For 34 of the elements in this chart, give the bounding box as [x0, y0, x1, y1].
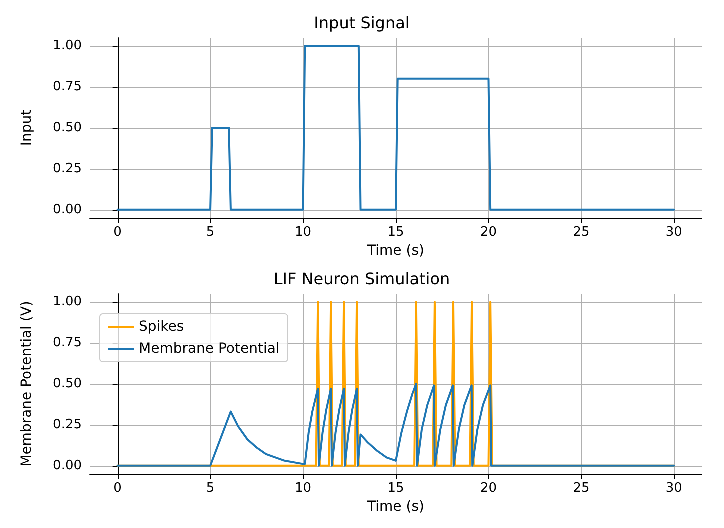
line-series: [116, 383, 676, 467]
y-tick-label: 0.25: [53, 161, 82, 176]
chart-title: LIF Neuron Simulation: [274, 270, 450, 288]
x-tick-label: 10: [295, 225, 312, 240]
x-tick-label: 30: [666, 481, 682, 496]
y-tick-label: 0.50: [53, 120, 82, 136]
x-tick-label: 15: [388, 225, 404, 240]
legend-label: Spikes: [139, 319, 184, 335]
x-tick-label: 25: [573, 225, 590, 240]
y-tick-label: 0.00: [53, 458, 82, 474]
y-axis-title: Membrane Potential (V): [19, 301, 35, 467]
legend-label: Membrane Potential: [139, 341, 280, 357]
x-tick-label: 0: [114, 481, 122, 496]
chart-title: Input Signal: [314, 14, 410, 32]
x-tick-label: 15: [388, 481, 404, 496]
x-tick-label: 0: [114, 225, 122, 240]
y-tick-label: 0.25: [53, 417, 82, 432]
x-axis-title: Time (s): [366, 499, 424, 515]
x-tick-label: 20: [480, 225, 497, 240]
y-axis-title: Input: [19, 109, 35, 146]
x-tick-label: 5: [206, 481, 215, 496]
y-tick-label: 1.00: [53, 38, 82, 54]
y-tick-label: 0.00: [53, 202, 82, 218]
y-tick-label: 0.75: [53, 80, 82, 95]
x-tick-label: 10: [295, 481, 312, 496]
y-tick-label: 1.00: [53, 294, 82, 310]
x-tick-label: 20: [480, 481, 497, 496]
x-tick-label: 30: [666, 225, 682, 240]
x-axis-title: Time (s): [366, 243, 424, 259]
y-tick-label: 0.50: [53, 376, 82, 392]
x-tick-label: 25: [573, 481, 590, 496]
y-tick-label: 0.75: [53, 336, 82, 351]
line-series: [116, 45, 676, 211]
x-tick-label: 5: [206, 225, 215, 240]
